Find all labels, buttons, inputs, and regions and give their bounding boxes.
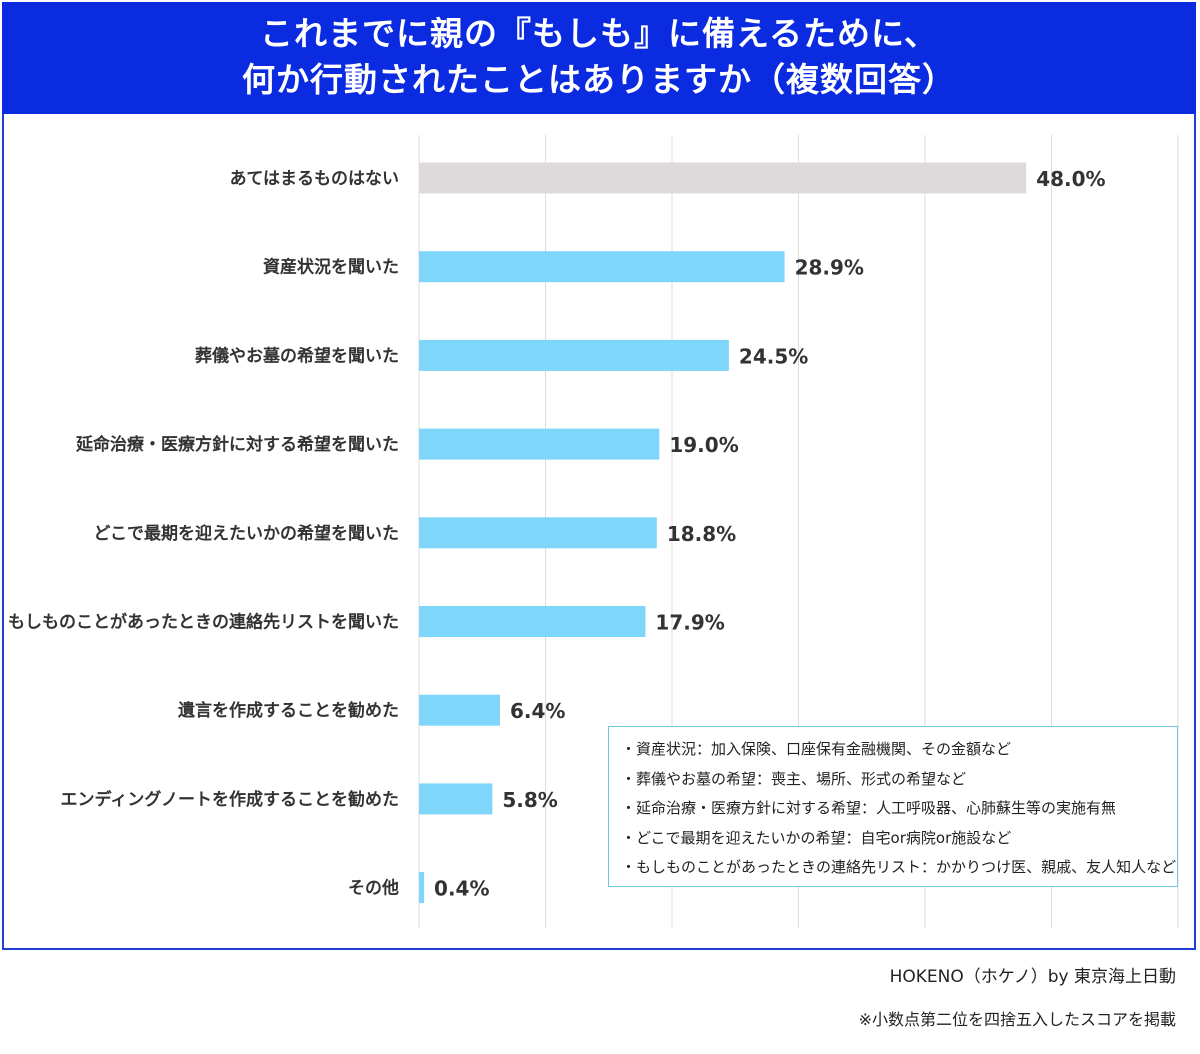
bar	[419, 517, 657, 549]
category-label: エンディングノートを作成することを勧めた	[61, 789, 399, 810]
category-label: 資産状況を聞いた	[263, 257, 399, 278]
bar	[419, 162, 1027, 194]
bar	[419, 251, 785, 283]
bar	[419, 783, 493, 815]
value-label: 28.9%	[795, 256, 864, 280]
value-label: 6.4%	[510, 699, 565, 723]
footnote: ※小数点第二位を四捨五入したスコアを掲載	[858, 1010, 1176, 1029]
category-label: もしものことがあったときの連絡先リストを聞いた	[8, 612, 399, 633]
category-label: 遺言を作成することを勧めた	[178, 700, 399, 721]
category-label: 延命治療・医療方針に対する希望を聞いた	[75, 434, 399, 455]
bar	[419, 606, 646, 637]
category-label: どこで最期を迎えたいかの希望を聞いた	[94, 523, 400, 544]
note-item: ・延命治療・医療方針に対する希望：人工呼吸器、心肺蘇生等の実施有無	[621, 799, 1117, 817]
value-label: 24.5%	[739, 344, 808, 368]
bar	[419, 872, 425, 904]
value-label: 18.8%	[667, 522, 736, 546]
note-item: ・どこで最期を迎えたいかの希望：自宅or病院or施設など	[621, 828, 1012, 847]
note-item: ・資産状況：加入保険、口座保有金融機関、その金額など	[621, 740, 1012, 758]
value-label: 17.9%	[655, 611, 724, 635]
value-label: 0.4%	[434, 877, 489, 901]
bar	[419, 339, 729, 371]
definitions-note-box: ・資産状況：加入保険、口座保有金融機関、その金額など ・葬儀やお墓の希望：喪主、…	[608, 726, 1178, 887]
chart-title-line-1: これまでに親の『もしも』に備えるために、	[259, 14, 939, 53]
chart-title-line-2: 何か行動されたことはありますか（複数回答）	[242, 60, 956, 99]
note-item: ・もしものことがあったときの連絡先リスト：かかりつけ医、親戚、友人知人など	[621, 858, 1177, 876]
title-banner: これまでに親の『もしも』に備えるために、 何か行動されたことはありますか（複数回…	[2, 2, 1196, 114]
value-label: 5.8%	[502, 788, 557, 812]
source-credit: HOKENO（ホケノ）by 東京海上日動	[889, 967, 1176, 987]
category-label: あてはまるものはない	[230, 169, 399, 189]
category-label: その他	[348, 878, 399, 899]
bar	[419, 428, 660, 460]
value-label: 48.0%	[1036, 167, 1105, 191]
value-label: 19.0%	[669, 433, 738, 457]
bar	[419, 694, 500, 726]
category-label: 葬儀やお墓の希望を聞いた	[195, 345, 399, 366]
note-item: ・葬儀やお墓の希望：喪主、場所、形式の希望など	[621, 769, 967, 788]
